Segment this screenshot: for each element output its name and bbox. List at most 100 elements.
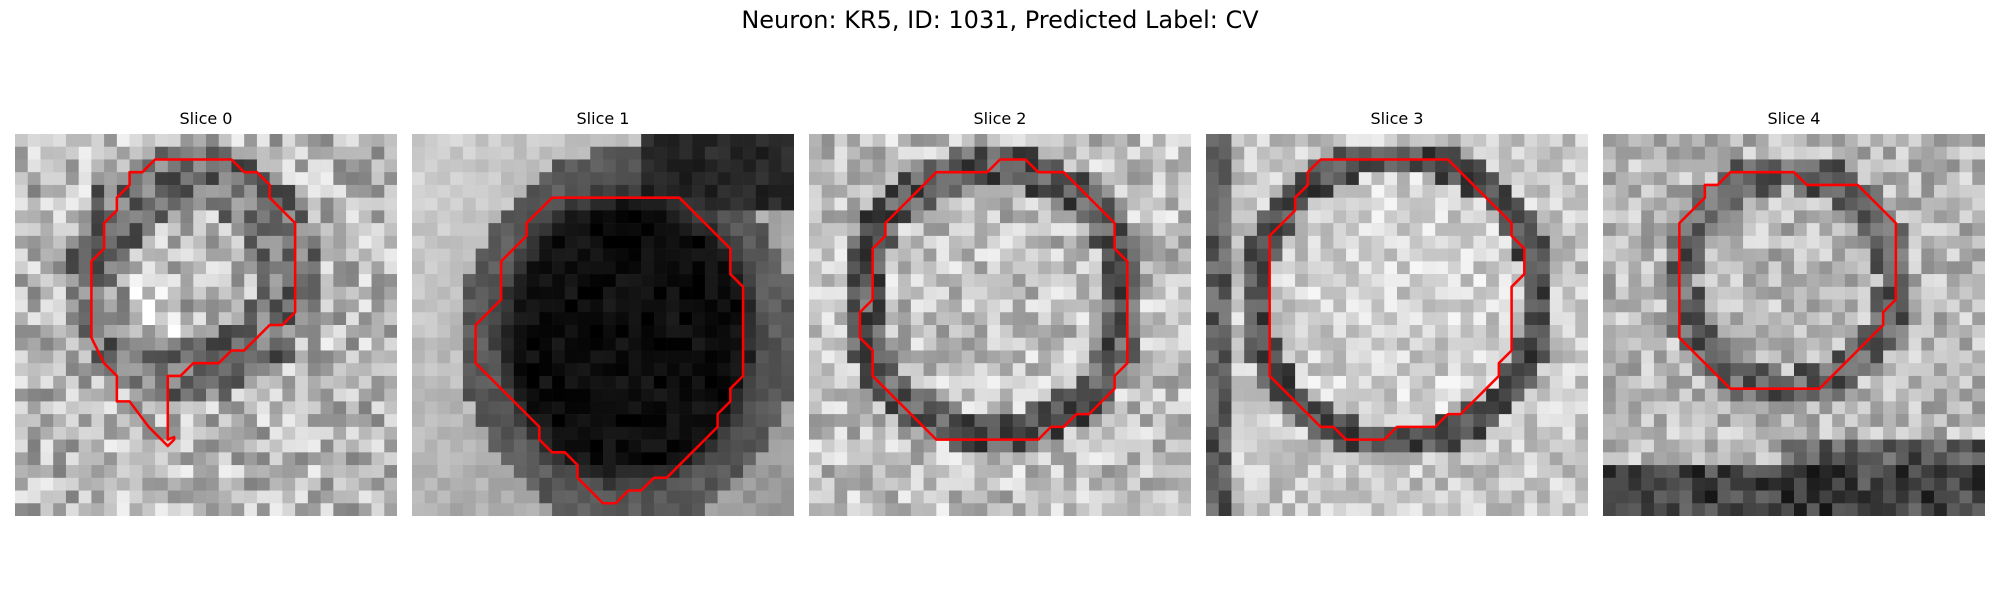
pixel	[513, 388, 527, 402]
pixel	[1231, 350, 1245, 364]
pixel	[859, 465, 873, 479]
pixel	[1844, 134, 1858, 147]
pixel	[1295, 363, 1309, 377]
pixel	[320, 248, 334, 262]
pixel	[295, 248, 309, 262]
pixel	[1755, 477, 1769, 491]
pixel	[961, 375, 975, 389]
pixel	[1346, 235, 1360, 249]
pixel	[1832, 235, 1846, 249]
slice-panel-1: Slice 1	[412, 108, 794, 516]
pixel	[730, 490, 744, 504]
pixel	[1857, 261, 1871, 275]
pixel	[1883, 134, 1897, 147]
pixel	[1333, 452, 1347, 466]
pixel	[218, 197, 232, 211]
pixel	[1679, 184, 1693, 198]
pixel	[155, 325, 169, 338]
pixel	[40, 146, 54, 160]
pixel	[501, 363, 515, 377]
pixel	[679, 350, 693, 364]
pixel	[1641, 261, 1655, 275]
pixel	[1269, 134, 1283, 147]
pixel	[116, 286, 130, 300]
pixel	[923, 286, 937, 300]
pixel	[809, 159, 822, 173]
pixel	[1615, 159, 1629, 173]
pixel	[1000, 286, 1013, 300]
pixel	[1435, 439, 1449, 453]
pixel	[1089, 312, 1103, 326]
pixel	[1641, 490, 1655, 504]
pixel	[859, 261, 873, 275]
pixel	[653, 337, 667, 351]
pixel	[104, 465, 118, 479]
pixel	[1038, 350, 1052, 364]
pixel	[1794, 261, 1807, 275]
pixel	[1921, 490, 1935, 504]
pixel	[974, 363, 988, 377]
pixel	[1511, 452, 1525, 466]
pixel	[412, 299, 425, 313]
pixel	[1384, 223, 1398, 237]
pixel	[1218, 134, 1232, 147]
pixel	[730, 452, 744, 466]
pixel	[1127, 159, 1141, 173]
pixel	[1641, 286, 1655, 300]
pixel	[1397, 146, 1410, 160]
pixel	[27, 337, 41, 351]
pixel	[1844, 490, 1858, 504]
pixel	[1781, 134, 1795, 147]
pixel	[910, 197, 924, 211]
pixel	[256, 159, 270, 173]
pixel	[1946, 312, 1960, 326]
pixel	[1806, 337, 1820, 351]
pixel	[1794, 235, 1807, 249]
pixel	[91, 375, 105, 389]
pixel	[424, 388, 438, 402]
pixel	[231, 235, 245, 249]
pixel	[358, 426, 372, 440]
pixel	[333, 414, 347, 428]
pixel	[488, 146, 502, 160]
pixel	[244, 439, 258, 453]
pixel	[27, 286, 41, 300]
pixel	[1755, 184, 1769, 198]
pixel	[809, 426, 822, 440]
pixel	[923, 223, 937, 237]
pixel	[167, 134, 181, 147]
pixel	[834, 146, 848, 160]
pixel	[1844, 184, 1858, 198]
pixel	[1562, 274, 1576, 288]
pixel	[923, 337, 937, 351]
pixel	[885, 299, 899, 313]
pixel	[142, 312, 156, 326]
pixel	[1269, 172, 1283, 186]
pixel	[526, 337, 540, 351]
pixel	[412, 325, 425, 338]
pixel	[424, 184, 438, 198]
pixel	[872, 426, 886, 440]
pixel	[859, 223, 873, 237]
pixel	[1883, 312, 1897, 326]
pixel	[358, 490, 372, 504]
pixel	[1498, 490, 1512, 504]
pixel	[1218, 146, 1232, 160]
pixel	[755, 375, 769, 389]
pixel	[936, 261, 950, 275]
pixel	[412, 223, 425, 237]
pixel	[333, 401, 347, 415]
pixel	[1447, 414, 1461, 428]
pixel	[1447, 375, 1461, 389]
pixel	[1743, 388, 1757, 402]
pixel	[1603, 172, 1616, 186]
pixel	[1206, 286, 1219, 300]
pixel	[1371, 503, 1385, 516]
pixel	[1934, 452, 1948, 466]
pixel	[590, 452, 604, 466]
pixel	[1781, 337, 1795, 351]
pixel	[1946, 184, 1960, 198]
pixel	[333, 261, 347, 275]
pixel	[987, 325, 1001, 338]
pixel	[1422, 350, 1436, 364]
